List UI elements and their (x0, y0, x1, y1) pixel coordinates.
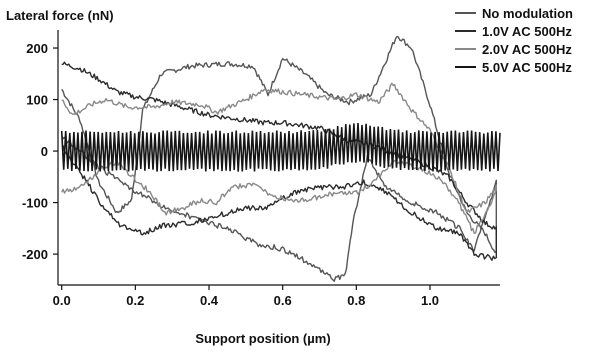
legend-label: 2.0V AC 500Hz (482, 42, 572, 57)
y-tick-label: 100 (26, 93, 48, 108)
y-axis-title: Lateral force (nN) (6, 8, 114, 23)
x-tick-label: 0.2 (126, 293, 144, 308)
legend-label: 5.0V AC 500Hz (482, 60, 572, 75)
plot-area (60, 35, 501, 282)
y-ticks: 200 100 0 -100 -200 (22, 41, 58, 262)
series-line (61, 61, 497, 261)
legend: No modulation 1.0V AC 500Hz 2.0V AC 500Hz 5… (455, 6, 573, 75)
y-tick-label: 200 (26, 41, 48, 56)
x-tick-label: 0.4 (200, 293, 219, 308)
series-line (61, 82, 497, 234)
x-tick-label: 0.8 (347, 293, 365, 308)
y-tick-label: -100 (22, 196, 48, 211)
y-tick-label: 0 (41, 144, 48, 159)
y-tick-label: -200 (22, 247, 48, 262)
x-axis-title: Support position (µm) (195, 331, 330, 346)
x-tick-label: 0.6 (274, 293, 292, 308)
x-ticks: 0.0 0.2 0.4 0.6 0.8 1.0 (53, 285, 439, 308)
x-tick-label: 1.0 (421, 293, 439, 308)
series-line (60, 123, 501, 172)
legend-label: 1.0V AC 500Hz (482, 24, 572, 39)
x-tick-label: 0.0 (53, 293, 71, 308)
axes: 200 100 0 -100 -200 0.0 0.2 0.4 0.6 0.8 1.0 (22, 30, 500, 308)
legend-label: No modulation (482, 6, 573, 21)
